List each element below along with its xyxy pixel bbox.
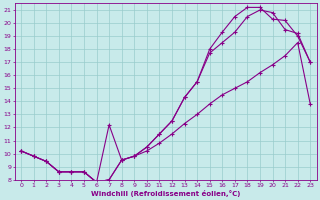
X-axis label: Windchill (Refroidissement éolien,°C): Windchill (Refroidissement éolien,°C) bbox=[91, 190, 240, 197]
